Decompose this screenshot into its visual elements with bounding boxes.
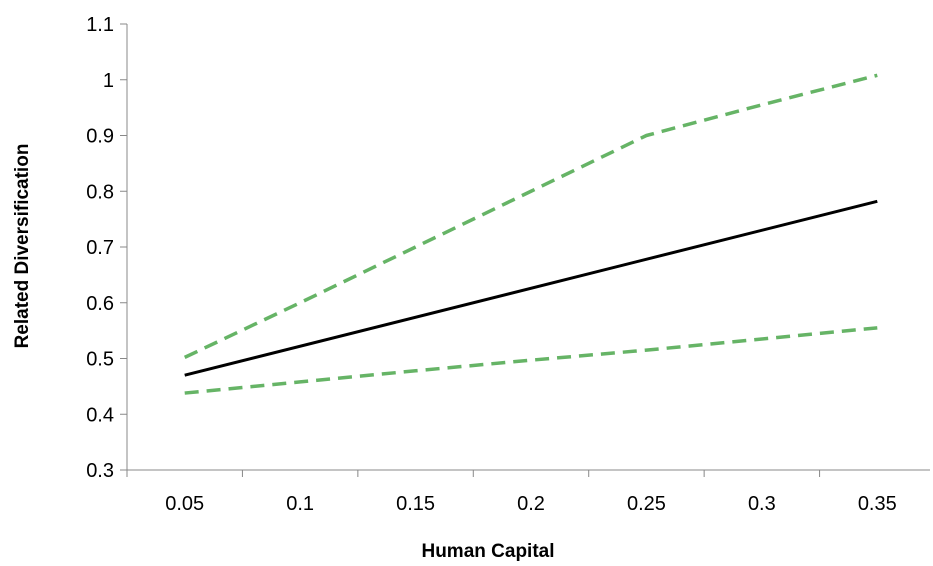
x-tick-label: 0.1 <box>286 493 314 515</box>
y-tick-label: 1 <box>103 70 114 92</box>
y-tick-label: 0.9 <box>86 126 114 148</box>
y-tick-label: 0.6 <box>86 293 114 315</box>
y-tick-label: 0.4 <box>86 404 114 426</box>
y-axis-title: Related Diversification <box>12 144 33 349</box>
x-tick-label: 0.35 <box>858 493 897 515</box>
x-tick-label: 0.05 <box>165 493 204 515</box>
x-tick-label: 0.3 <box>748 493 776 515</box>
confidence-band-line <box>184 326 878 395</box>
y-tick-label: 0.3 <box>86 460 114 482</box>
confidence-band-line <box>183 73 878 359</box>
y-tick-label: 1.1 <box>86 14 114 36</box>
axes <box>126 24 930 471</box>
x-tick-label: 0.2 <box>517 493 545 515</box>
y-tick-label: 0.5 <box>86 349 114 371</box>
y-tick-label: 0.7 <box>86 237 114 259</box>
x-axis-title: Human Capital <box>421 541 554 562</box>
estimate-line <box>184 199 878 377</box>
ticks: 0.3 0.4 0.5 0.6 0.7 0.8 0.9 1 1.1 0.05 0.1 0.15 0.2 0… <box>86 14 897 515</box>
x-tick-label: 0.15 <box>396 493 435 515</box>
series <box>183 73 878 395</box>
y-tick-label: 0.8 <box>86 181 114 203</box>
x-tick-label: 0.25 <box>627 493 666 515</box>
